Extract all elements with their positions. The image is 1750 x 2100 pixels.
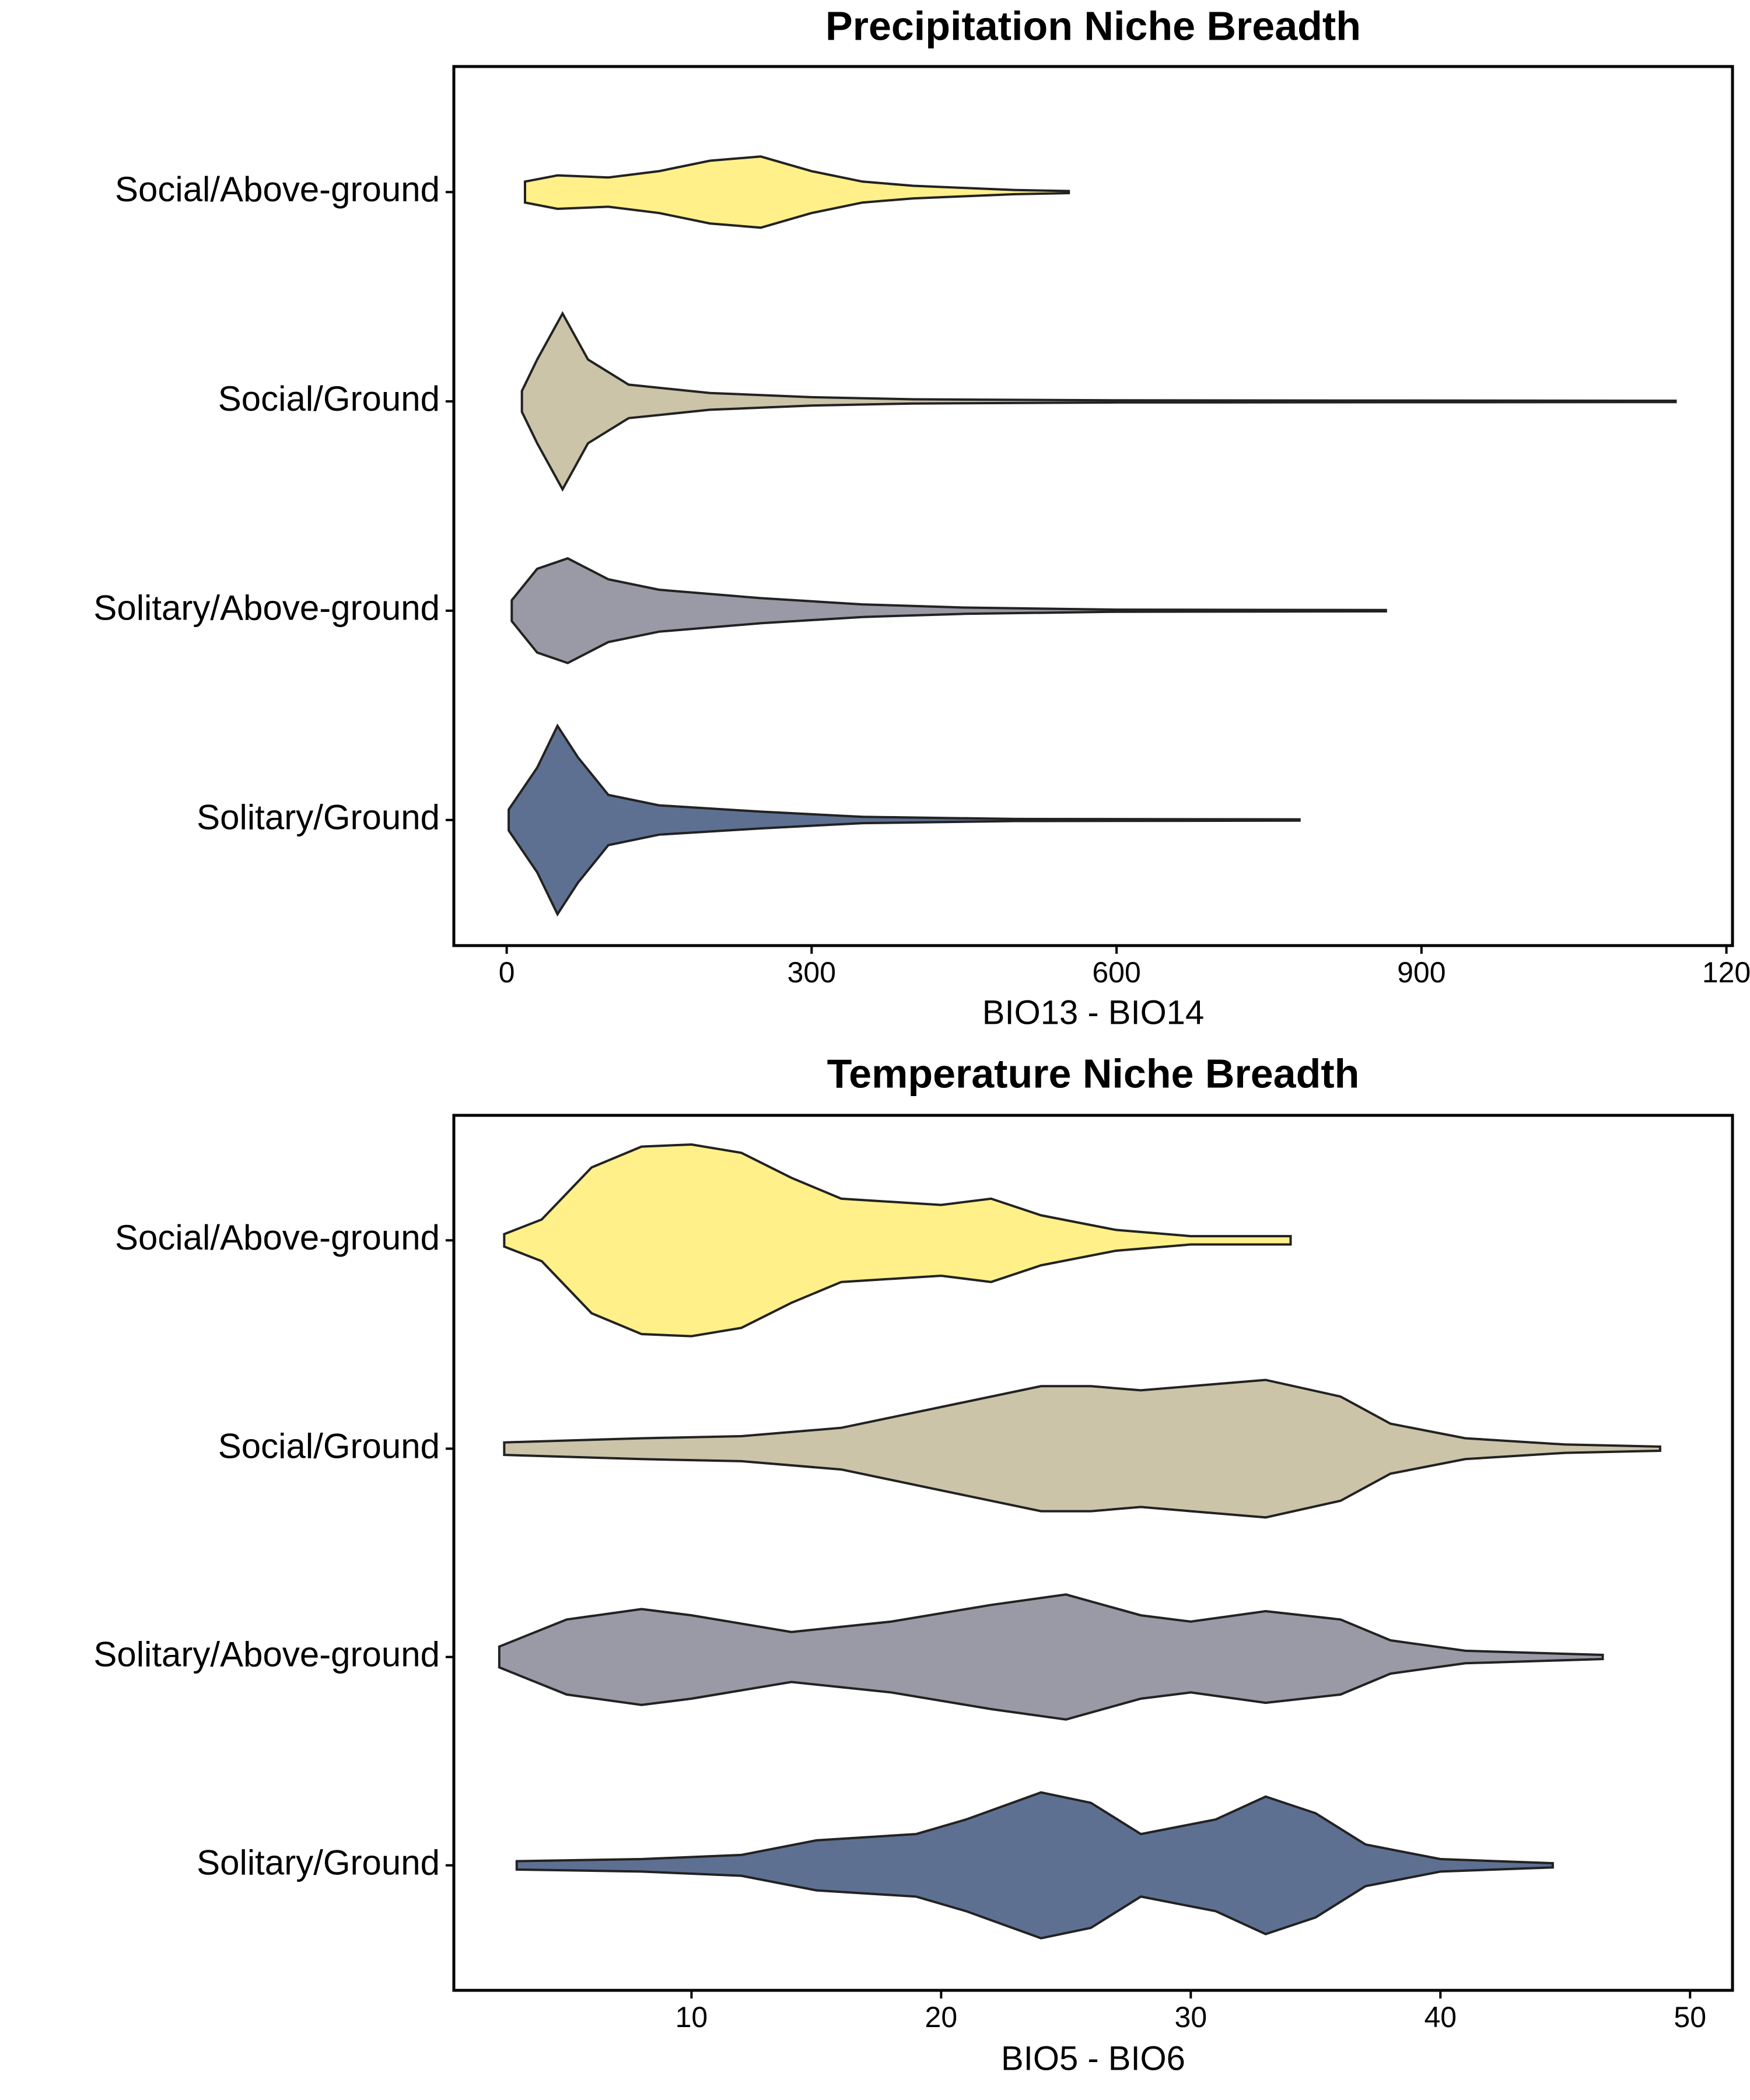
x-tick-label: 50 [1674,2001,1706,2034]
x-axis-label: BIO5 - BIO6 [1001,2039,1185,2077]
violin [515,1791,1554,1940]
x-tick-label: 40 [1424,2001,1457,2034]
x-tick-label: 20 [925,2001,958,2034]
y-tick-label: Solitary/Ground [197,798,440,837]
y-tick-label: Social/Above-ground [115,170,440,209]
x-tick-label: 300 [788,956,836,989]
chart-title: Temperature Niche Breadth [827,1051,1360,1096]
y-tick-label: Social/Ground [218,379,440,418]
y-tick-label: Solitary/Above-ground [93,1634,440,1674]
x-axis-label: BIO13 - BIO14 [982,993,1204,1031]
x-tick-label: 120 [1702,956,1750,989]
y-tick-label: Solitary/Above-ground [93,589,440,628]
y-tick-label: Social/Ground [218,1426,440,1465]
violin [520,311,1677,492]
violin [503,1378,1661,1519]
x-tick-label: 600 [1092,956,1140,989]
x-tick-label: 30 [1175,2001,1208,2034]
y-tick-label: Solitary/Ground [197,1843,440,1882]
plot-frame [452,1114,1734,1992]
violin [503,1143,1292,1338]
chart-title: Precipitation Niche Breadth [825,3,1361,48]
violin [510,557,1387,664]
violin [498,1593,1604,1721]
x-tick-label: 900 [1397,956,1446,989]
x-tick-label: 0 [499,956,515,989]
x-tick-label: 10 [676,2001,708,2034]
violin [524,155,1070,229]
violin [508,723,1301,917]
plot-frame [452,65,1734,947]
y-tick-label: Social/Above-ground [115,1218,440,1257]
